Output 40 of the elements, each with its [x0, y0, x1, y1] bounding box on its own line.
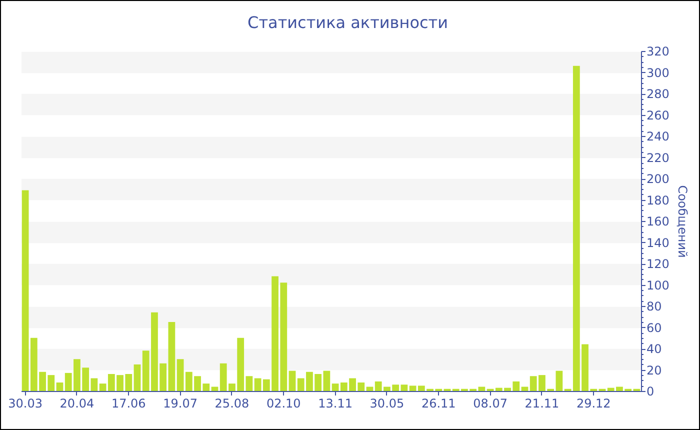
bar [56, 382, 64, 391]
y-tick-label: 220 [646, 150, 670, 165]
y-tick-label: 200 [646, 172, 670, 186]
x-tick-label: 02.10 [266, 396, 301, 410]
x-tick-label: 17.06 [111, 396, 146, 410]
x-tick-label: 13.11 [318, 396, 352, 410]
y-tick-label: 60 [646, 320, 662, 335]
x-tick-label: 26.11 [421, 396, 456, 410]
y-tick-label: 320 [646, 44, 670, 58]
y-tick-label: 40 [646, 342, 662, 356]
y-tick-label: 120 [646, 257, 670, 271]
y-tick-label: 20 [646, 363, 662, 378]
y-tick-label: 280 [646, 87, 670, 101]
x-tick-label: 08.07 [473, 396, 508, 410]
x-tick-label: 19.07 [163, 396, 198, 410]
y-tick-label: 240 [646, 130, 670, 144]
bar [288, 370, 296, 391]
bar [323, 370, 330, 391]
x-tick-label: 29.12 [576, 396, 611, 410]
y-tick-label: 140 [646, 236, 670, 250]
y-tick-label: 160 [646, 214, 670, 228]
bar [90, 378, 98, 391]
x-tick-label: 30.03 [8, 396, 42, 410]
y-axis-title: Сообщений [675, 185, 690, 258]
x-tick-label: 25.08 [214, 396, 250, 410]
bar [556, 370, 563, 391]
chart-title: Статистика активности [248, 13, 448, 32]
y-tick-label: 260 [646, 108, 670, 122]
bar [400, 384, 408, 391]
x-tick-label: 20.04 [60, 396, 94, 410]
bar [134, 364, 141, 391]
x-tick-label: 30.05 [370, 396, 404, 410]
y-tick-label: 180 [646, 193, 670, 208]
x-tick-label: 21.11 [524, 396, 560, 410]
y-tick-label: 0 [646, 384, 654, 398]
bar [168, 322, 176, 391]
y-tick-label: 300 [646, 66, 670, 80]
y-tick-label: 80 [646, 300, 662, 314]
bar [246, 376, 253, 391]
y-tick-label: 100 [646, 278, 670, 292]
